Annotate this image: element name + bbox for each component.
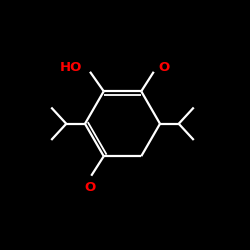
Text: O: O [84, 181, 96, 194]
Text: HO: HO [60, 61, 82, 74]
Text: O: O [158, 61, 170, 74]
